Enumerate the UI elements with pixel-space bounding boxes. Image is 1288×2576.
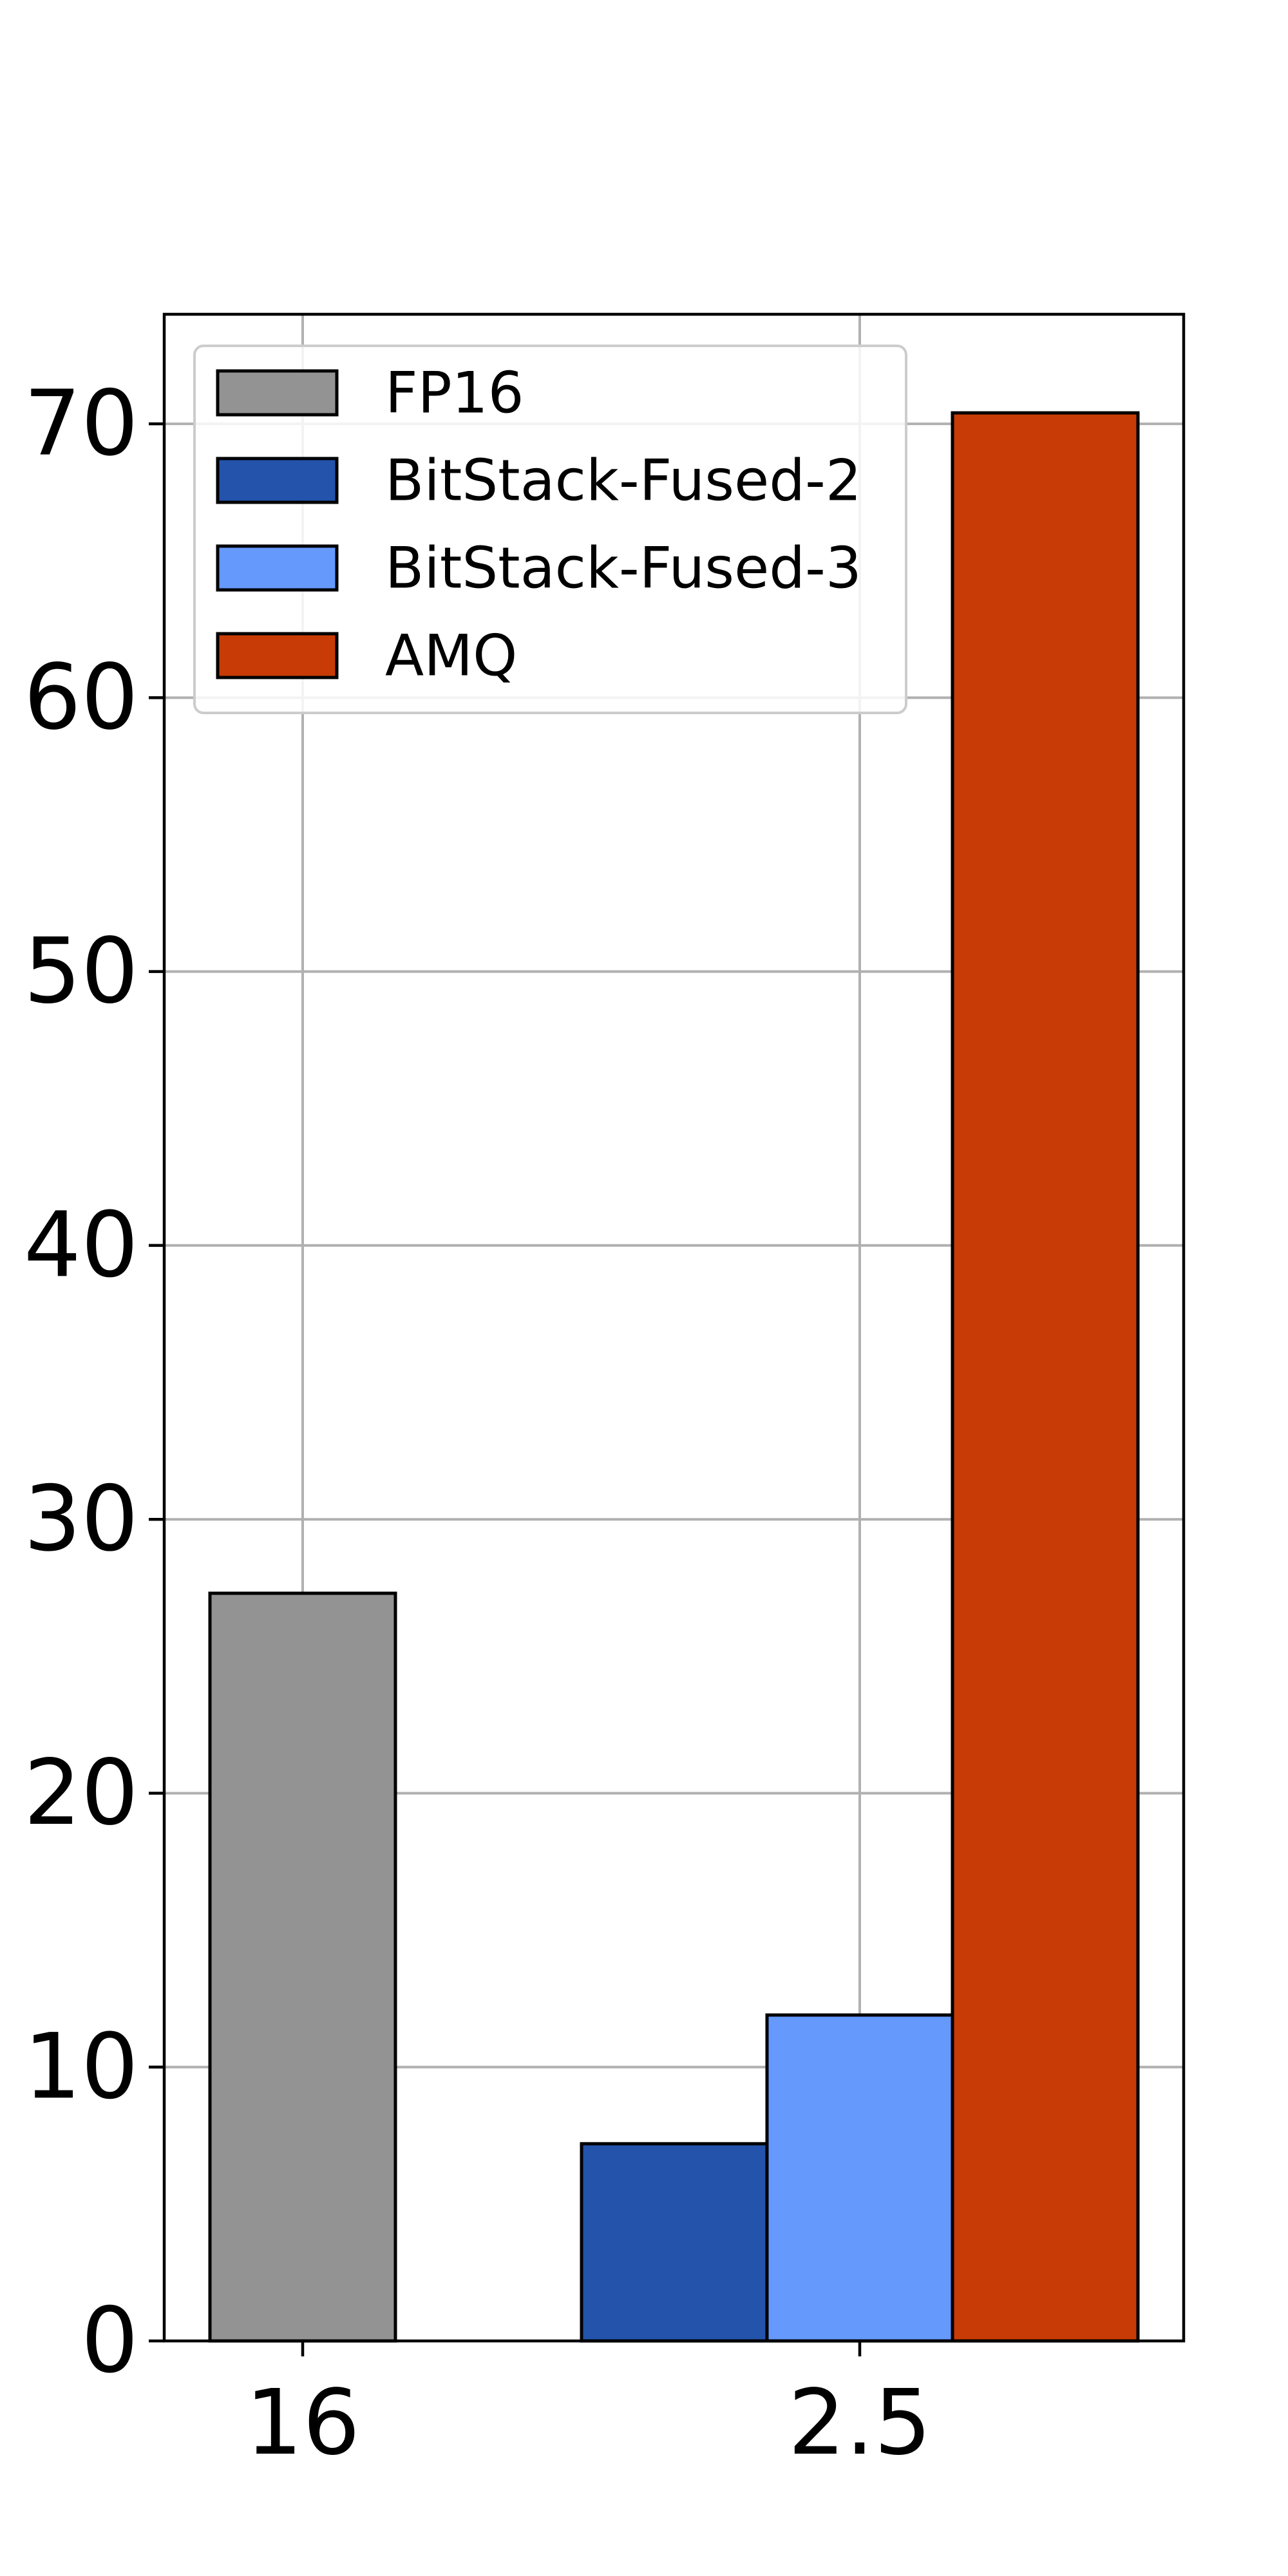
y-tick-label: 50 (24, 919, 138, 1024)
axes: 0 10 20 30 40 50 60 70 16 2.5 (24, 372, 931, 2476)
legend-label: AMQ (385, 623, 517, 689)
legend-swatch-bitstack-fused-3 (216, 544, 339, 592)
y-tick-label: 40 (24, 1193, 138, 1298)
legend-label: BitStack-Fused-3 (385, 535, 862, 601)
y-tick-label: 30 (24, 1467, 138, 1572)
bar-bitstack-fused-3 (765, 2013, 954, 2343)
legend-swatch-fp16 (216, 369, 339, 417)
y-tick-label: 20 (24, 1741, 138, 1846)
bar-amq (951, 411, 1140, 2343)
legend-swatch-amq (216, 632, 339, 679)
bars (208, 411, 1140, 2343)
y-tick-label: 70 (24, 372, 138, 477)
bar-bitstack-fused-2 (580, 2142, 769, 2343)
x-tick-label: 2.5 (788, 2371, 932, 2476)
legend-box (193, 345, 907, 714)
legend-swatch-bitstack-fused-2 (216, 457, 339, 504)
bar-fp16 (208, 1591, 397, 2343)
legend: FP16 BitStack-Fused-2 BitStack-Fused-3 AMQ (193, 345, 907, 714)
y-tick-label: 10 (24, 2014, 138, 2119)
y-tick-label: 60 (24, 645, 138, 750)
legend-label: BitStack-Fused-2 (385, 448, 862, 514)
x-tick-label: 16 (245, 2371, 360, 2476)
plot-frame (162, 312, 1186, 2343)
legend-label: FP16 (385, 360, 524, 426)
y-tick-label: 0 (81, 2289, 138, 2394)
